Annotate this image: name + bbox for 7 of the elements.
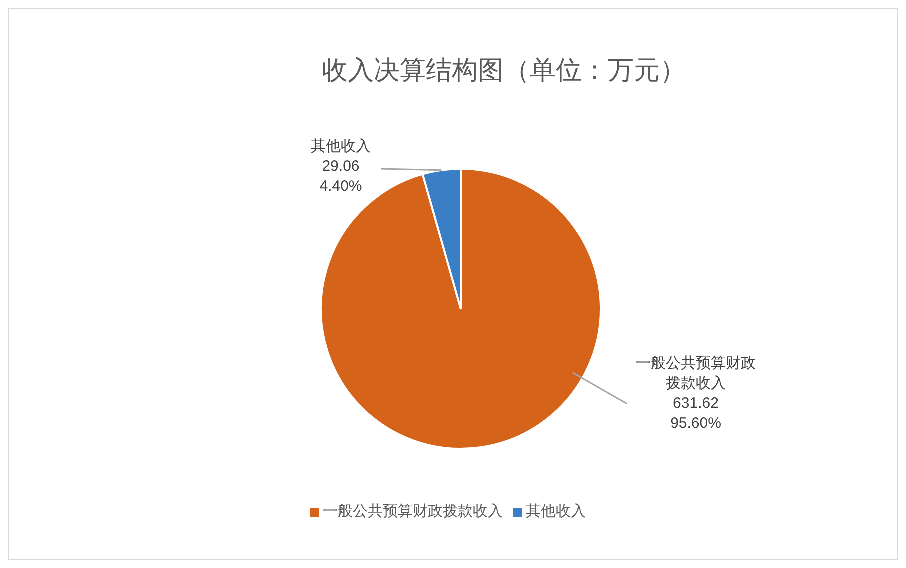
data-label: 631.62 95.60% [670, 394, 722, 434]
data-label: 29.06 4.40% [318, 157, 364, 197]
chart-title: 收入决算结构图（单位：万元） [321, 54, 687, 87]
slice-label: 一般公共预算财政拨款收入 [635, 354, 757, 394]
legend-label: 其他收入 [526, 503, 586, 520]
legend-label: 一般公共预算财政拨款收入 [323, 503, 503, 520]
slice-label: 其他收入 [310, 137, 372, 157]
